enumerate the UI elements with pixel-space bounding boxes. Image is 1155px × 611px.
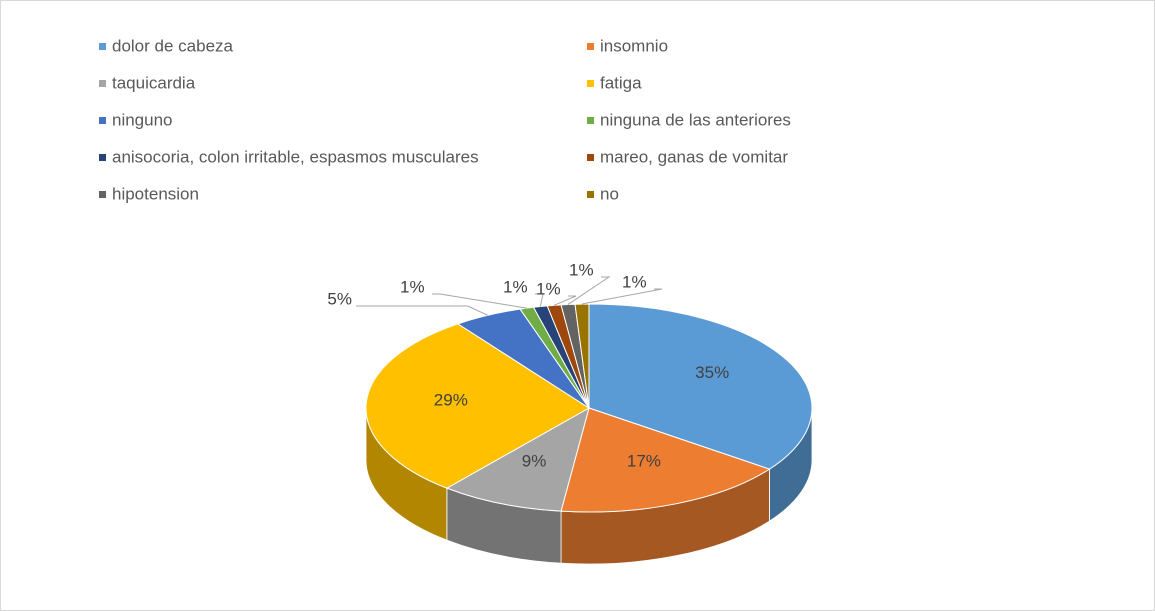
data-label: 1% bbox=[536, 279, 561, 298]
leader-line bbox=[535, 293, 544, 307]
leader-line bbox=[553, 295, 577, 306]
legend-label: ninguno bbox=[112, 110, 173, 129]
legend-label: insomnio bbox=[600, 36, 668, 55]
legend-label: mareo, ganas de vomitar bbox=[600, 147, 788, 166]
legend-label: hipotension bbox=[112, 184, 199, 203]
legend-marker bbox=[587, 117, 594, 124]
legend-marker bbox=[587, 43, 594, 50]
pie-slice bbox=[445, 406, 590, 512]
leader-line bbox=[356, 305, 488, 316]
data-label: 1% bbox=[503, 277, 528, 296]
data-label: 35% bbox=[695, 363, 729, 382]
legend-marker bbox=[99, 80, 106, 87]
pie-slice bbox=[588, 303, 813, 470]
data-label: 9% bbox=[522, 452, 547, 471]
legend-marker bbox=[587, 154, 594, 161]
pie-slice bbox=[365, 323, 590, 489]
leader-line bbox=[567, 276, 611, 305]
legend-marker bbox=[587, 191, 594, 198]
data-label: 1% bbox=[569, 260, 594, 279]
legend-label: ninguna de las anteriores bbox=[600, 110, 791, 129]
legend-marker bbox=[99, 154, 106, 161]
leader-line bbox=[432, 293, 527, 309]
legend-marker bbox=[99, 191, 106, 198]
legend-label: anisocoria, colon irritable, espasmos mu… bbox=[112, 147, 479, 166]
legend-label: no bbox=[600, 184, 619, 203]
legend-label: dolor de cabeza bbox=[112, 36, 234, 55]
data-label: 29% bbox=[434, 390, 468, 409]
legend-marker bbox=[99, 117, 106, 124]
legend-marker bbox=[99, 43, 106, 50]
data-label: 1% bbox=[400, 277, 425, 296]
legend-label: fatiga bbox=[600, 73, 642, 92]
data-label: 5% bbox=[327, 289, 352, 308]
data-label: 1% bbox=[622, 272, 647, 291]
data-label: 17% bbox=[627, 452, 661, 471]
leader-line bbox=[581, 288, 663, 305]
legend-marker bbox=[587, 80, 594, 87]
legend-label: taquicardia bbox=[112, 73, 196, 92]
pie-slice bbox=[560, 407, 771, 513]
